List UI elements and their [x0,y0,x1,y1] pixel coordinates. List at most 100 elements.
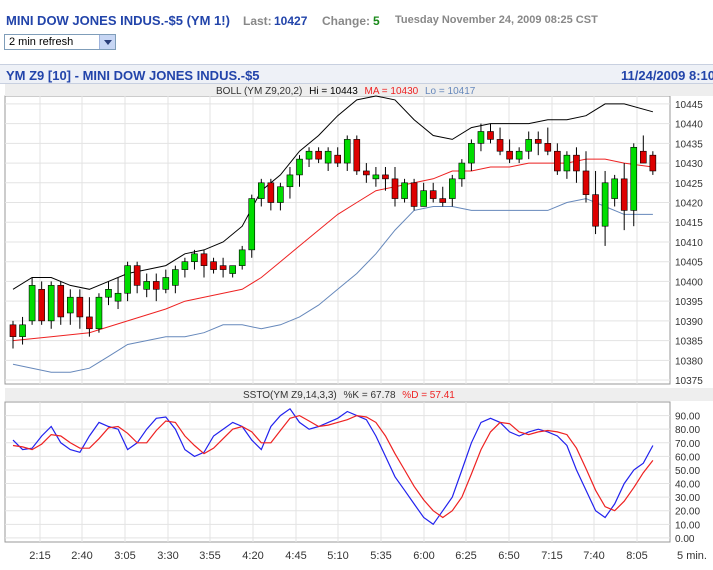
y-tick-label: 10390 [675,317,703,328]
candle-up [286,174,294,188]
candle-up [448,178,456,199]
x-tick-label: 8:05 [626,550,647,562]
lower-bollinger-band [12,198,653,373]
candle-down [573,154,580,172]
y-tick-label: 10440 [675,120,703,131]
candle-down [133,265,141,286]
candle-down [544,143,552,152]
y-tick-label: 10425 [675,179,703,190]
boll-legend-bar [5,84,713,96]
candle-up [257,182,265,199]
candle-up [477,131,485,144]
chart-symbol-title: YM Z9 [10] - MINI DOW JONES INDUS.-$5 [6,68,260,83]
candle-up [95,296,103,330]
refresh-interval-value: 2 min refresh [9,36,74,48]
x-tick-label: 4:20 [242,550,263,562]
x-tick-label: 7:40 [583,550,604,562]
candle-up [468,143,475,164]
candle-up [525,139,533,152]
y-tick-label: 60.00 [675,452,700,463]
candle-up [114,292,122,302]
y-tick-label: 80.00 [675,425,700,436]
candle-down [86,316,93,330]
candle-up [305,150,313,160]
y-tick-label: 10385 [675,337,703,348]
candle-down [410,182,418,207]
candle-down [9,324,17,337]
boll-legend-prefix: BOLL (YM Z9,20,2) [216,86,302,97]
y-tick-label: 10.00 [675,520,700,531]
candle-up [277,186,284,203]
candle-down [534,139,542,144]
ssto-legend-bar [5,388,713,401]
ssto-legend-prefix: SSTO(YM Z9,14,3,3) [243,390,337,401]
stochastic-d-line [12,414,654,519]
candle-down [267,182,275,203]
candle-up [191,253,198,262]
x-tick-label: 6:50 [498,550,519,562]
candle-up [630,146,638,211]
candle-down [649,154,657,172]
y-tick-label: 0.00 [675,534,695,545]
candle-down [429,190,437,199]
x-tick-label: 5 min. [677,550,707,562]
x-tick-label: 2:15 [29,550,50,562]
chevron-down-icon[interactable] [99,35,115,49]
candle-down [152,281,160,290]
last-price-value: 10427 [274,14,308,28]
boll-legend: BOLL (YM Z9,20,2) Hi = 10443 MA = 10430 … [216,86,476,97]
y-tick-label: 10435 [675,139,703,150]
y-tick-label: 10445 [675,100,703,111]
candle-up [229,265,236,274]
refresh-interval-select[interactable]: 2 min refresh [4,34,116,50]
y-tick-label: 10410 [675,238,703,249]
instrument-title[interactable]: MINI DOW JONES INDUS.-$5 (YM 1!) [6,13,230,28]
ssto-legend-d: %D = 57.41 [402,390,455,401]
y-tick-label: 10415 [675,218,703,229]
candle-down [391,178,399,199]
candle-up [238,249,246,266]
x-tick-label: 4:45 [285,550,306,562]
candle-down [382,174,389,180]
candle-up [172,269,179,286]
candle-up [563,154,571,172]
y-tick-label: 30.00 [675,493,700,504]
boll-legend-lo: Lo = 10417 [425,86,476,97]
y-tick-label: 10430 [675,159,703,170]
y-tick-label: 10380 [675,356,703,367]
candle-up [601,182,609,227]
change-value: 5 [373,14,380,28]
x-tick-label: 5:10 [327,550,348,562]
y-tick-label: 10375 [675,376,703,387]
candle-up [420,190,427,207]
candle-up [296,158,303,176]
candle-up [401,182,408,199]
x-tick-label: 6:00 [413,550,434,562]
change-label: Change: [322,14,370,28]
candle-up [181,261,189,270]
candle-up [67,296,74,314]
candle-down [592,194,599,227]
candle-down [38,289,45,322]
boll-legend-hi: Hi = 10443 [309,86,358,97]
candle-down [439,198,447,203]
candle-down [639,150,647,164]
last-price-label: Last: [243,14,272,28]
x-tick-label: 6:25 [455,550,476,562]
candle-up [248,198,256,251]
x-tick-label: 3:55 [199,550,220,562]
candle-down [506,150,513,160]
upper-bollinger-band [12,95,654,290]
candle-down [200,253,208,266]
chart-datetime: 11/24/2009 8:10 [621,68,713,83]
candle-down [219,265,227,270]
boll-legend-ma: MA = 10430 [365,86,419,97]
candle-down [554,150,561,172]
candle-up [343,139,351,164]
candle-down [582,170,590,195]
y-tick-label: 10395 [675,297,703,308]
candle-up [162,277,170,290]
candle-up [143,281,150,290]
x-tick-label: 3:05 [114,550,135,562]
candle-down [363,170,370,176]
